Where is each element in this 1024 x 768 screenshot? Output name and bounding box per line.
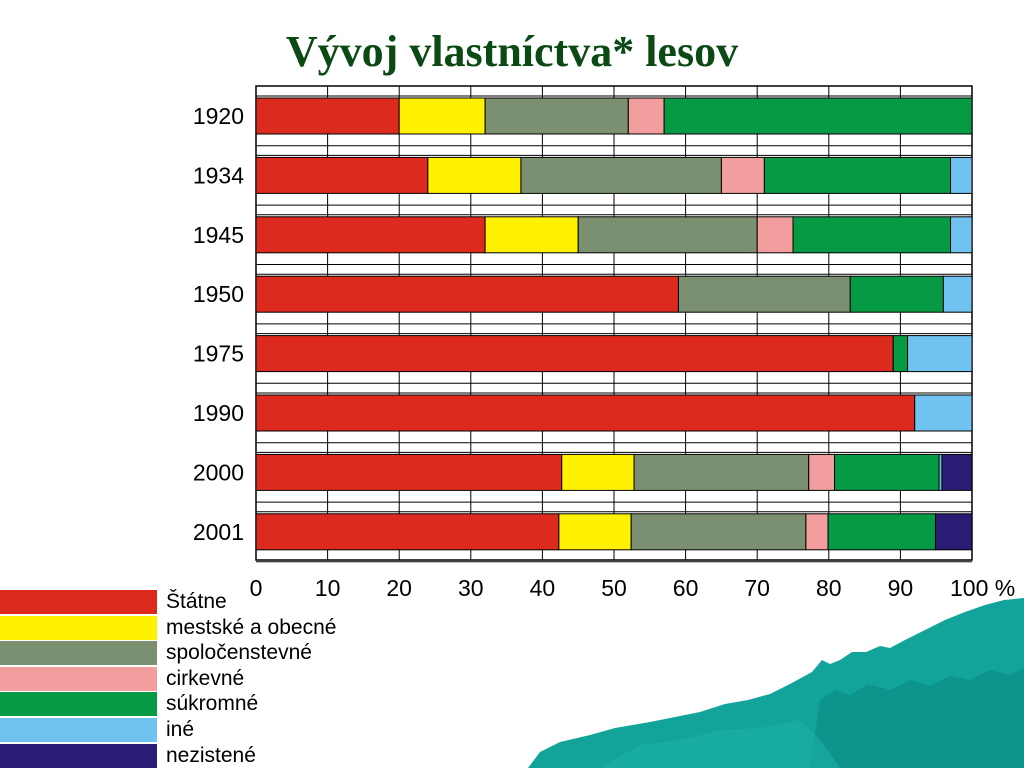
legend-label: nezistené	[166, 743, 256, 767]
legend-label: iné	[166, 717, 195, 741]
bar-segment	[934, 513, 973, 551]
chart-title: Vývoj vlastníctva* lesov	[285, 27, 739, 76]
bar-segment	[255, 394, 916, 432]
bar-segment	[427, 156, 522, 194]
bar-segment	[663, 97, 973, 135]
bar-segment	[756, 216, 794, 254]
legend-item: iné	[0, 717, 420, 743]
y-tick-label: 1945	[193, 222, 244, 248]
y-tick-label: 1975	[193, 341, 244, 367]
bar-segment	[255, 216, 486, 254]
x-tick-label: 30	[458, 575, 484, 601]
bar-segment	[849, 275, 944, 313]
bar-segment	[255, 513, 560, 551]
bar-segment	[255, 453, 563, 491]
legend-label: Štátne	[166, 590, 227, 613]
x-tick-label: 50	[601, 575, 627, 601]
legend-swatch	[0, 717, 157, 742]
legend-swatch	[0, 666, 157, 691]
bar-segment	[630, 513, 807, 551]
legend-item: mestské a obecné	[0, 615, 420, 641]
x-tick-label: 80	[816, 575, 842, 601]
x-tick-label: 0	[250, 575, 263, 601]
y-axis-labels: 1920 1934 1945 1950 1975 1990 2000 2001	[193, 103, 244, 545]
bar-segment	[255, 335, 894, 373]
bar-segment	[763, 156, 952, 194]
x-tick-label: 20	[386, 575, 412, 601]
bar-segment	[577, 216, 758, 254]
x-tick-label: 10	[315, 575, 341, 601]
bar-segment	[561, 453, 635, 491]
bars	[255, 97, 973, 551]
x-tick-label: 40	[530, 575, 556, 601]
legend-swatch	[0, 743, 157, 768]
bar-segment	[520, 156, 722, 194]
legend-item: Štátne	[0, 589, 420, 615]
bar-segment	[558, 513, 632, 551]
legend-label: mestské a obecné	[166, 615, 337, 639]
bar-segment	[827, 513, 936, 551]
bar-segment	[950, 216, 973, 254]
y-tick-label: 2001	[193, 519, 244, 545]
bar-segment	[627, 97, 665, 135]
legend-label: spoločenstevné	[166, 641, 312, 665]
bar-segment	[484, 97, 629, 135]
x-tick-label: 60	[673, 575, 699, 601]
y-tick-label: 1934	[193, 162, 244, 188]
bar-segment	[720, 156, 765, 194]
legend-swatch	[0, 590, 157, 614]
legend: Štátne mestské a obecné spoločenstevné cirk…	[0, 589, 420, 768]
legend-item: spoločenstevné	[0, 640, 420, 666]
bar-segment	[398, 97, 486, 135]
legend-label: súkromné	[166, 692, 259, 716]
y-tick-label: 1920	[193, 103, 244, 129]
bar-segment	[677, 275, 851, 313]
x-tick-label: 90	[888, 575, 914, 601]
x-axis-labels: 0 10 20 30 40 50 60 70 80 90 100 %	[250, 575, 1016, 601]
bar-segment	[255, 275, 679, 313]
legend-item: súkromné	[0, 691, 420, 717]
legend-swatch	[0, 692, 157, 717]
bar-segment	[792, 216, 952, 254]
legend-label: cirkevné	[166, 666, 245, 690]
bar-segment	[942, 275, 973, 313]
bar-segment	[914, 394, 973, 432]
bar-segment	[907, 335, 973, 373]
bar-segment	[633, 453, 810, 491]
bar-segment	[834, 453, 940, 491]
bar-segment	[484, 216, 579, 254]
bar-segment	[950, 156, 973, 194]
legend-item: cirkevné	[0, 666, 420, 692]
y-tick-label: 1990	[193, 400, 244, 426]
y-tick-label: 1950	[193, 281, 244, 307]
x-tick-label: 70	[744, 575, 770, 601]
y-tick-label: 2000	[193, 459, 244, 485]
bar-segment	[255, 97, 400, 135]
x-tick-label: 100 %	[950, 575, 1015, 601]
bar-segment	[255, 156, 429, 194]
legend-swatch	[0, 615, 157, 640]
legend-swatch	[0, 641, 157, 666]
legend-item: nezistené	[0, 743, 420, 768]
bar-segment	[941, 453, 973, 491]
